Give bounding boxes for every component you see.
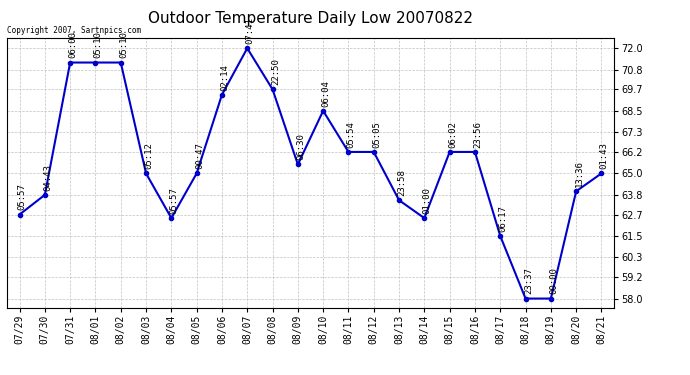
Text: 05:54: 05:54 — [347, 121, 356, 148]
Text: 06:04: 06:04 — [322, 80, 331, 106]
Text: 00:00: 00:00 — [549, 267, 558, 294]
Text: 05:57: 05:57 — [18, 183, 27, 210]
Text: 07:41: 07:41 — [246, 17, 255, 44]
Text: 04:43: 04:43 — [43, 164, 52, 190]
Text: 06:00: 06:00 — [68, 32, 77, 58]
Text: 01:43: 01:43 — [600, 142, 609, 169]
Text: 01:00: 01:00 — [423, 187, 432, 214]
Text: 13:36: 13:36 — [575, 160, 584, 187]
Text: 22:50: 22:50 — [271, 58, 280, 85]
Text: 05:57: 05:57 — [170, 187, 179, 214]
Text: 06:30: 06:30 — [296, 134, 305, 160]
Text: 06:02: 06:02 — [448, 121, 457, 148]
Text: 05:10: 05:10 — [94, 32, 103, 58]
Text: 05:05: 05:05 — [372, 121, 381, 148]
Text: 00:47: 00:47 — [195, 142, 204, 169]
Text: 05:12: 05:12 — [144, 142, 153, 169]
Text: Outdoor Temperature Daily Low 20070822: Outdoor Temperature Daily Low 20070822 — [148, 11, 473, 26]
Text: 23:56: 23:56 — [473, 121, 482, 148]
Text: 05:10: 05:10 — [119, 32, 128, 58]
Text: Copyright 2007, Sartnpics.com: Copyright 2007, Sartnpics.com — [7, 26, 141, 35]
Text: 02:14: 02:14 — [220, 64, 229, 90]
Text: 23:37: 23:37 — [524, 267, 533, 294]
Text: 23:58: 23:58 — [397, 169, 406, 196]
Text: 06:17: 06:17 — [499, 205, 508, 232]
